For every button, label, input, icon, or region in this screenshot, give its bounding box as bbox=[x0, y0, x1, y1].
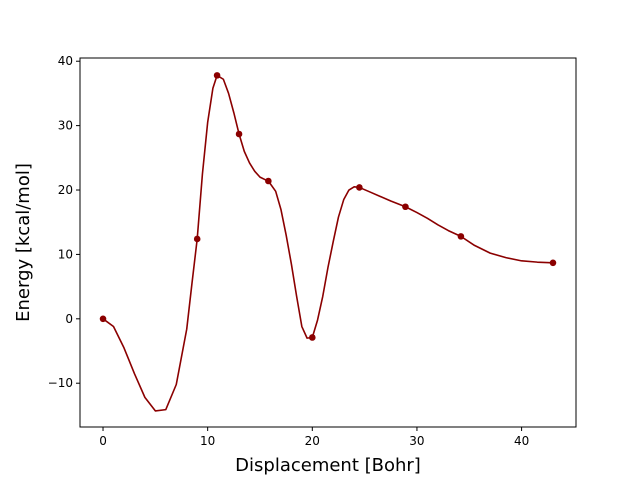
data-point bbox=[402, 203, 409, 211]
data-point bbox=[235, 130, 243, 138]
series-layer bbox=[99, 72, 557, 412]
y-tick-label: −10 bbox=[48, 376, 73, 390]
data-point bbox=[457, 233, 465, 240]
plot-frame bbox=[79, 57, 577, 428]
y-axis-label: Energy [kcal/mol] bbox=[13, 163, 34, 322]
y-tick-label: 0 bbox=[65, 312, 73, 326]
data-point bbox=[309, 334, 316, 341]
x-tick-label: 40 bbox=[514, 434, 529, 448]
x-tick-label: 30 bbox=[409, 434, 424, 448]
data-point bbox=[549, 259, 557, 267]
x-axis-label: Displacement [Bohr] bbox=[235, 455, 421, 476]
data-point bbox=[265, 177, 272, 185]
data-point bbox=[193, 235, 201, 243]
y-tick-label: 20 bbox=[58, 183, 73, 197]
data-point bbox=[213, 72, 221, 79]
energy-curve bbox=[102, 74, 554, 412]
data-point bbox=[99, 315, 107, 323]
data-point bbox=[356, 184, 363, 191]
x-axis-ticks: 0 10 20 30 40 bbox=[99, 427, 529, 448]
y-tick-label: 10 bbox=[58, 247, 73, 261]
y-tick-label: 40 bbox=[58, 54, 73, 68]
x-tick-label: 0 bbox=[99, 434, 107, 448]
x-tick-label: 10 bbox=[200, 434, 215, 448]
y-tick-label: 30 bbox=[58, 119, 73, 133]
x-tick-label: 20 bbox=[305, 434, 320, 448]
y-axis-ticks: −10 0 10 20 30 40 bbox=[48, 54, 80, 390]
